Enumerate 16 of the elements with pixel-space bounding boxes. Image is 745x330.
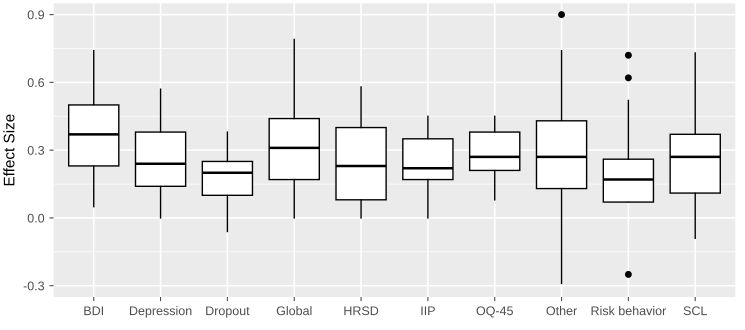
y-tick-label: -0.3	[24, 282, 44, 290]
y-tick-label: 0.3	[28, 146, 44, 155]
x-tick-label: OQ-45	[476, 306, 513, 318]
x-tick-label: HRSD	[344, 306, 378, 316]
x-tick-label: Depression	[130, 306, 192, 318]
y-tick-label: 0.9	[28, 10, 44, 20]
x-tick-label: IIP	[421, 306, 435, 316]
y-axis-title: Effect Size	[3, 114, 14, 186]
x-tick-label: Global	[276, 306, 312, 316]
x-tick-label: Other	[546, 306, 577, 316]
x-tick-label: SCL	[684, 306, 707, 316]
x-tick-label: Dropout	[206, 306, 250, 318]
y-tick-label: 0.0	[28, 214, 44, 223]
y-tick-label: 0.6	[28, 78, 44, 88]
x-tick-label: Risk behavior	[592, 306, 666, 316]
x-tick-label: BDI	[84, 306, 104, 316]
